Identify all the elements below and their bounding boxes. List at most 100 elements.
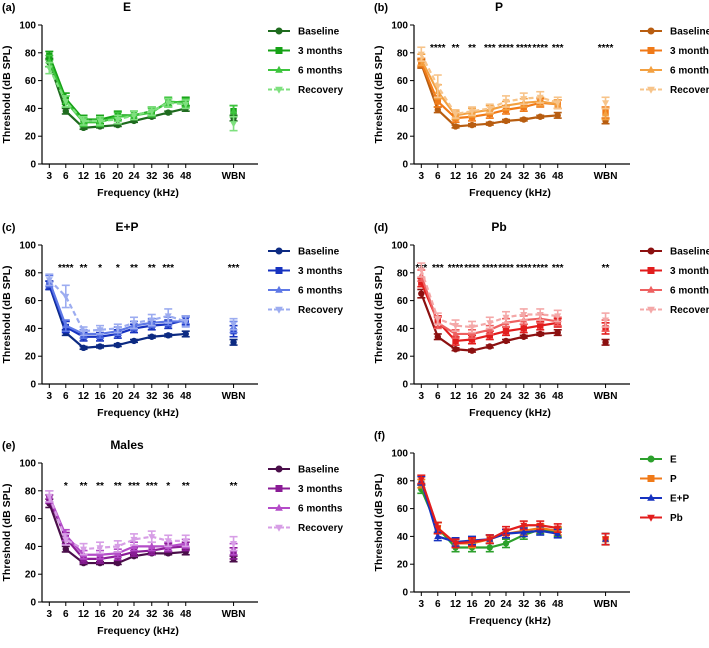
legend-label: 3 months bbox=[670, 46, 709, 57]
x-tick-label: 6 bbox=[63, 609, 69, 620]
legend-marker bbox=[275, 65, 283, 73]
data-point bbox=[434, 525, 442, 532]
legend-marker bbox=[275, 524, 283, 532]
data-point bbox=[520, 325, 527, 332]
series-baseline bbox=[45, 498, 238, 567]
significance-mark: * bbox=[166, 481, 170, 492]
data-point bbox=[148, 534, 156, 541]
data-point bbox=[520, 522, 528, 530]
data-point bbox=[554, 525, 562, 532]
data-point bbox=[602, 536, 610, 544]
data-point bbox=[96, 545, 104, 552]
legend-marker bbox=[647, 455, 655, 463]
significance-mark: **** bbox=[498, 43, 514, 54]
data-point bbox=[468, 324, 476, 331]
x-tick-label: 32 bbox=[146, 609, 158, 620]
x-tick-label: 24 bbox=[500, 391, 512, 402]
panel-title: Males bbox=[110, 438, 144, 452]
data-point bbox=[417, 476, 425, 484]
x-axis-label: Frequency (kHz) bbox=[97, 625, 179, 637]
series-recovery bbox=[417, 46, 610, 119]
significance-mark: **** bbox=[532, 43, 548, 54]
data-point bbox=[468, 121, 476, 129]
data-point bbox=[452, 540, 460, 548]
x-tick-label: 36 bbox=[163, 171, 175, 182]
legend-marker bbox=[647, 285, 655, 293]
y-tick-label: 80 bbox=[25, 268, 37, 279]
panel-label: (c) bbox=[2, 222, 16, 234]
legend-label: 6 months bbox=[670, 66, 709, 77]
y-axis-label: Threshold (dB SPL) bbox=[1, 484, 13, 582]
x-tick-label: 6 bbox=[435, 391, 441, 402]
legend-marker bbox=[647, 247, 655, 255]
data-point bbox=[468, 108, 476, 116]
legend-label: 3 months bbox=[670, 266, 709, 277]
y-tick-label: 100 bbox=[391, 449, 408, 460]
significance-mark: ** bbox=[468, 43, 476, 54]
x-tick-label: 12 bbox=[450, 599, 462, 610]
data-point bbox=[434, 106, 441, 113]
data-point bbox=[502, 314, 510, 322]
y-tick-label: 60 bbox=[25, 76, 37, 87]
x-tick-label: 16 bbox=[94, 391, 106, 402]
y-tick-label: 60 bbox=[397, 76, 409, 87]
panel-label: (d) bbox=[374, 222, 388, 234]
x-tick-label: 36 bbox=[535, 391, 547, 402]
data-point bbox=[452, 111, 460, 118]
data-point bbox=[537, 330, 544, 338]
y-tick-label: 20 bbox=[397, 560, 409, 571]
panel-f: (f) 0 20 40 60 80 100 3 6 12 16 20 24 32 36 48 WBN Freque… bbox=[373, 430, 690, 627]
legend-label: Recovery bbox=[298, 85, 343, 96]
x-tick-label: 6 bbox=[435, 171, 441, 182]
data-point bbox=[130, 536, 138, 544]
data-point bbox=[434, 316, 442, 323]
legend-label: 6 months bbox=[670, 286, 709, 297]
data-point bbox=[554, 329, 561, 336]
significance-mark: ** bbox=[80, 481, 88, 492]
panel-c: (c) E+P 0 20 40 60 80 100 3 6 12 16 20 24 32 36 48 WBN Fre… bbox=[1, 220, 343, 419]
x-tick-label: 3 bbox=[47, 391, 53, 402]
data-point bbox=[148, 542, 156, 549]
x-tick-label: 3 bbox=[419, 599, 425, 610]
significance-mark: ** bbox=[182, 481, 190, 492]
data-point bbox=[130, 320, 138, 327]
x-tick-label: 3 bbox=[419, 171, 425, 182]
series-6-months bbox=[45, 54, 238, 128]
panel-d: (d) Pb 0 20 40 60 80 100 3 6 12 16 20 24 32 36 48 WBN Freq… bbox=[373, 220, 709, 419]
data-point bbox=[80, 118, 88, 125]
data-point bbox=[520, 333, 527, 340]
legend-label: P bbox=[670, 474, 677, 485]
data-point bbox=[554, 313, 562, 320]
legend-label: 6 months bbox=[298, 66, 343, 77]
data-point bbox=[114, 116, 122, 124]
data-point bbox=[164, 100, 172, 107]
data-point bbox=[114, 543, 122, 551]
y-axis-label: Threshold (dB SPL) bbox=[1, 46, 13, 144]
significance-mark: *** bbox=[484, 43, 496, 54]
data-point bbox=[418, 290, 425, 297]
panel-b: (b) P 0 20 40 60 80 100 3 6 12 16 20 24 32 36 48 WBN Frequ… bbox=[373, 0, 709, 199]
x-tick-label: 24 bbox=[128, 609, 140, 620]
data-point bbox=[417, 51, 425, 59]
x-tick-label: 16 bbox=[94, 609, 106, 620]
data-point bbox=[536, 522, 544, 530]
legend-marker bbox=[647, 514, 655, 522]
x-tick-label: 36 bbox=[535, 599, 547, 610]
y-tick-label: 80 bbox=[25, 48, 37, 59]
legend-label: Recovery bbox=[670, 305, 709, 316]
y-tick-label: 0 bbox=[30, 380, 36, 391]
data-point bbox=[182, 330, 189, 338]
x-tick-label: 36 bbox=[163, 391, 175, 402]
data-point bbox=[230, 339, 237, 346]
series-3-months bbox=[45, 494, 238, 564]
x-tick-label: 48 bbox=[552, 599, 564, 610]
legend-marker bbox=[275, 247, 283, 255]
data-point bbox=[230, 121, 238, 128]
y-tick-label: 20 bbox=[397, 132, 409, 143]
significance-mark: *** bbox=[162, 263, 174, 274]
significance-mark: ** bbox=[230, 481, 238, 492]
x-axis-label: Frequency (kHz) bbox=[469, 407, 551, 419]
series-6-months bbox=[417, 269, 610, 339]
legend-marker bbox=[647, 86, 655, 94]
